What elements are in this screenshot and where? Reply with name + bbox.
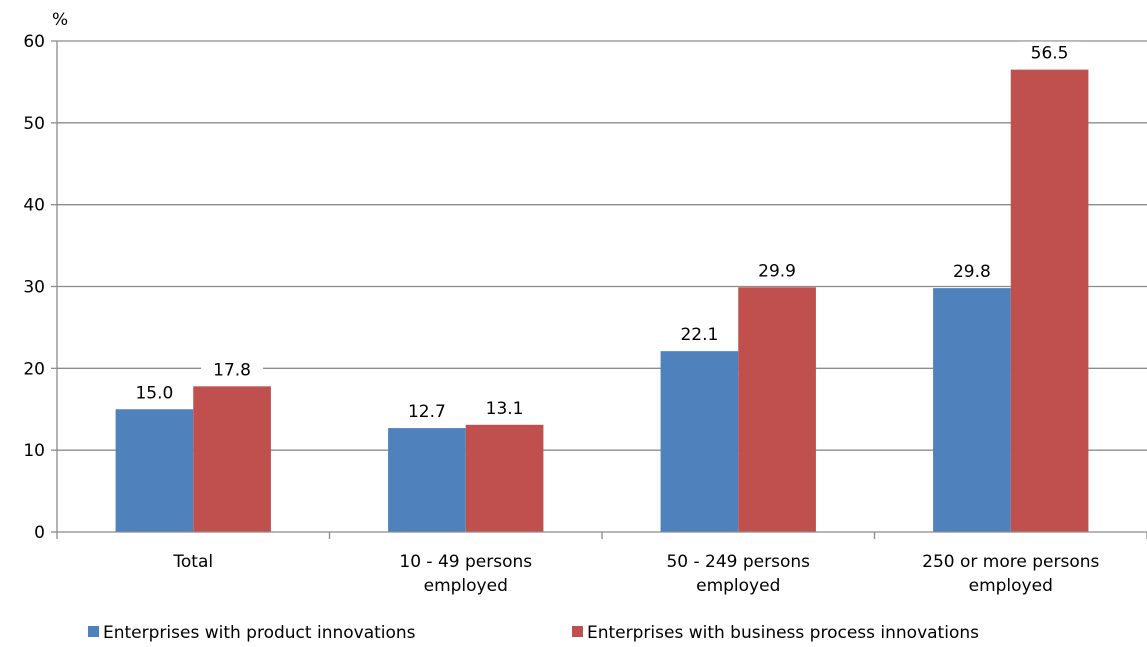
- bar-series0-cat3: [933, 288, 1011, 532]
- data-label-bg-series1-cat1: [473, 396, 536, 420]
- data-label-bg-series0-cat1: [395, 400, 458, 424]
- data-label-series1-cat2: 29.9: [758, 261, 796, 281]
- y-tick-label-60: 60: [23, 32, 45, 52]
- y-tick-label-0: 0: [34, 523, 45, 543]
- data-label-bg-series1-cat0: [201, 358, 264, 382]
- data-label-series0-cat2: 22.1: [680, 325, 718, 345]
- data-label-bg-series1-cat3: [1018, 41, 1081, 65]
- data-label-bg-series0-cat0: [123, 381, 186, 405]
- category-label-2-line1: employed: [696, 576, 780, 596]
- category-label-3-line0: 250 or more persons: [922, 552, 1099, 572]
- bar-series1-cat2: [738, 287, 816, 532]
- category-label-1-line1: employed: [424, 576, 508, 596]
- category-labels: Total 10 - 49 persons employed 50 - 249 per…: [172, 552, 1099, 596]
- legend-label-product: Enterprises with product innovations: [103, 623, 416, 643]
- data-labels: 15.0 12.7 22.1 29.8 17.8 13.1 29.9 56.5: [123, 41, 1081, 424]
- data-label-series0-cat3: 29.8: [953, 262, 991, 282]
- legend-swatch-business-process: [572, 626, 583, 637]
- bars: [115, 69, 1089, 533]
- bar-series1-cat1: [465, 424, 544, 532]
- category-label-0-line0: Total: [172, 552, 213, 572]
- bar-series0-cat1: [388, 428, 466, 532]
- y-tick-label-20: 20: [23, 359, 45, 379]
- data-label-series1-cat3: 56.5: [1031, 44, 1069, 64]
- category-label-3-line1: employed: [969, 576, 1053, 596]
- bar-series0-cat2: [660, 351, 739, 532]
- data-label-series1-cat1: 13.1: [486, 399, 524, 419]
- data-label-series1-cat0: 17.8: [213, 360, 251, 380]
- y-tick-label-30: 30: [23, 278, 45, 298]
- data-label-series0-cat0: 15.0: [135, 383, 173, 403]
- data-label-series0-cat1: 12.7: [408, 402, 446, 422]
- legend: Enterprises with product innovations Ent…: [88, 623, 979, 643]
- category-label-1-line0: 10 - 49 persons: [399, 552, 532, 572]
- data-label-bg-series0-cat2: [668, 323, 731, 347]
- legend-swatch-product: [88, 626, 99, 637]
- bar-series0-cat0: [115, 409, 194, 532]
- data-label-bg-series1-cat2: [746, 259, 809, 283]
- bar-series1-cat3: [1010, 69, 1089, 533]
- x-axis: [56, 41, 1147, 539]
- y-tick-label-50: 50: [23, 114, 45, 134]
- data-label-bg-series0-cat3: [940, 260, 1003, 284]
- y-axis-tick-labels: 0 10 20 30 40 50 60: [23, 32, 45, 543]
- y-axis-unit-label: %: [52, 10, 68, 30]
- legend-label-business-process: Enterprises with business process innova…: [587, 623, 979, 643]
- category-label-2-line0: 50 - 249 persons: [666, 552, 810, 572]
- y-tick-label-10: 10: [23, 441, 45, 461]
- bar-series1-cat0: [193, 386, 271, 532]
- y-tick-label-40: 40: [23, 196, 45, 216]
